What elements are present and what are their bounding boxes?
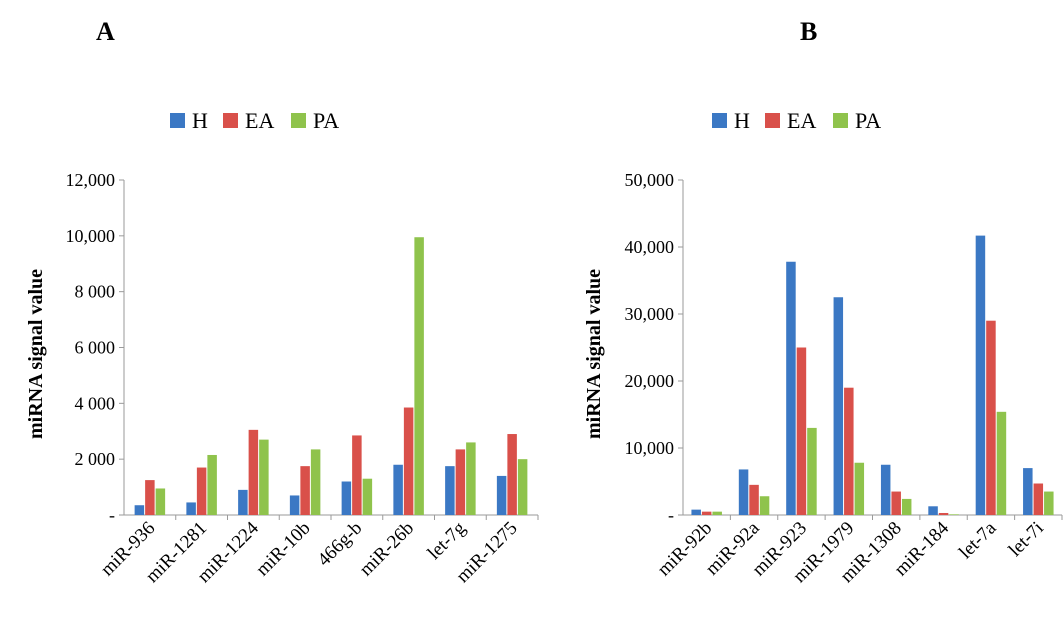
chart-a-bar-h (186, 502, 196, 515)
chart-a-bar-pa (518, 459, 528, 515)
chart-a-bar-h (135, 505, 145, 515)
chart-b-y-tick-label: 10,000 (625, 438, 675, 458)
chart-b-bar-h (928, 506, 938, 515)
chart-a-y-tick-label: 2 000 (75, 449, 116, 469)
chart-a-bar-pa (311, 449, 321, 515)
chart-a-legend-label-h: H (192, 108, 208, 133)
chart-a-bar-pa (207, 455, 217, 515)
chart-b-y-tick-label: 20,000 (625, 371, 675, 391)
chart-b-legend-swatch-ea (765, 113, 780, 128)
chart-a-legend-swatch-pa (291, 113, 306, 128)
chart-a-bar-pa (363, 479, 373, 515)
chart-a-bar-ea (145, 480, 155, 515)
chart-a-y-tick-label: 12,000 (66, 170, 116, 190)
chart-a-category-label: miR-26b (356, 518, 419, 581)
chart-b-y-tick-label: 40,000 (625, 237, 675, 257)
chart-a-bar-h (290, 495, 300, 515)
chart-a-category-label: let-7g (424, 517, 471, 564)
chart-a-bar-ea (404, 408, 414, 515)
chart-b-legend-label-ea: EA (787, 108, 816, 133)
chart-b-y-tick-label: - (668, 505, 674, 525)
chart-b-bar-pa (997, 412, 1007, 515)
chart-b-bar-ea (1034, 484, 1044, 515)
chart-b-y-tick-label: 30,000 (625, 304, 675, 324)
chart-a-y-tick-label: 4 000 (75, 393, 116, 413)
chart-b-bar-pa (807, 428, 817, 515)
chart-a-bar-pa (259, 440, 269, 515)
chart-b-legend-label-h: H (734, 108, 750, 133)
chart-a-legend-label-pa: PA (313, 108, 339, 133)
chart-a-bar-h (238, 490, 248, 515)
chart-b-legend-label-pa: PA (855, 108, 881, 133)
chart-b-bar-h (1023, 468, 1033, 515)
chart-a-bar-h (393, 465, 403, 515)
chart-a: - 2 000 4 000 6 000 8 000 10,000 12,000 miRNA s… (25, 108, 538, 587)
chart-a-legend-swatch-h (170, 113, 185, 128)
chart-b-bar-h (691, 510, 701, 515)
chart-b-legend-swatch-h (712, 113, 727, 128)
chart-a-y-tick-label: 8 000 (75, 282, 116, 302)
chart-b-legend-swatch-pa (833, 113, 848, 128)
chart-b-bar-pa (949, 514, 959, 515)
chart-a-y-tick-label: 6 000 (75, 338, 116, 358)
chart-a-y-tick-label: - (109, 505, 115, 525)
chart-b-bar-ea (939, 513, 949, 515)
chart-b-y-tick-label: 50,000 (625, 170, 675, 190)
chart-a-bar-pa (466, 442, 476, 515)
chart-a-y-tick-label: 10,000 (66, 226, 116, 246)
chart-b-bar-ea (797, 348, 807, 516)
chart-b-bar-h (786, 262, 796, 515)
chart-b-bar-ea (702, 512, 712, 515)
chart-a-bar-ea (197, 468, 207, 515)
chart-a-y-axis-title: miRNA signal value (25, 269, 47, 439)
chart-b-bar-pa (1044, 492, 1054, 515)
chart-a-category-label: miR-10b (252, 518, 315, 581)
chart-b-category-label: let-7a (955, 517, 1001, 563)
chart-a-bar-ea (507, 434, 517, 515)
chart-a-legend-swatch-ea (223, 113, 238, 128)
chart-b-bar-h (739, 469, 749, 515)
chart-a-bar-ea (352, 435, 362, 515)
chart-b-bar-pa (902, 499, 912, 515)
chart-b-bar-pa (760, 496, 770, 515)
chart-b-bar-ea (986, 321, 996, 515)
chart-a-bar-ea (456, 449, 466, 515)
chart-a-bar-h (342, 482, 352, 516)
chart-b-category-label: let-7i (1005, 518, 1048, 561)
chart-a-bar-ea (249, 430, 259, 515)
chart-b-bar-ea (844, 388, 854, 515)
panel-label-b: B (800, 17, 817, 46)
chart-b-bar-h (834, 297, 844, 515)
chart-b-y-axis-title: miRNA signal value (583, 269, 605, 439)
chart-b-bar-pa (855, 463, 865, 515)
chart-b-bar-ea (749, 485, 759, 515)
chart-b-bar-h (881, 465, 891, 515)
chart-a-bar-h (497, 476, 507, 515)
chart-a-bar-h (445, 466, 455, 515)
panel-label-a: A (96, 17, 115, 46)
chart-a-bar-ea (300, 466, 310, 515)
chart-a-legend-label-ea: EA (245, 108, 274, 133)
chart-a-bar-pa (156, 488, 166, 515)
chart-b-bar-pa (712, 512, 722, 515)
chart-b: - 10,000 20,000 30,000 40,000 50,000 miRNA sig… (583, 108, 1062, 587)
chart-a-bar-pa (414, 237, 424, 515)
chart-b-bar-ea (891, 492, 901, 515)
chart-b-bar-h (976, 236, 986, 515)
